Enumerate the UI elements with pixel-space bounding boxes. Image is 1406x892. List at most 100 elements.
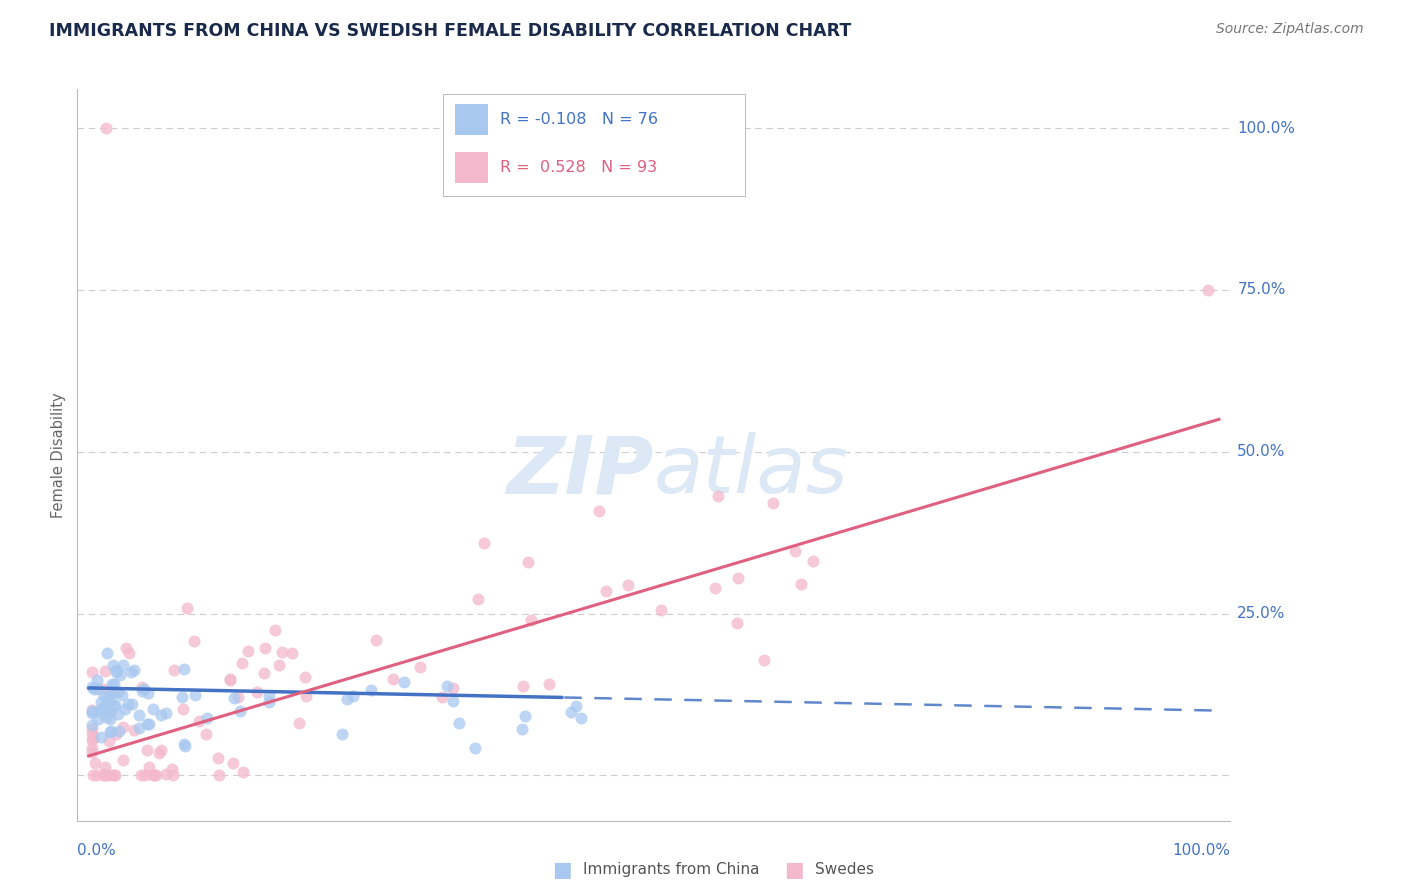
Point [138,717,160,731]
Point [120,665,142,679]
Point [98,725,121,739]
Point [131,680,153,694]
Point [90,730,112,744]
Point [111,753,134,767]
Text: IMMIGRANTS FROM CHINA VS SWEDISH FEMALE DISABILITY CORRELATION CHART: IMMIGRANTS FROM CHINA VS SWEDISH FEMALE … [49,22,852,40]
Point [82,768,104,782]
Point [409,660,432,674]
Y-axis label: Female Disability: Female Disability [51,392,66,517]
Point [650,603,672,617]
Text: 25.0%: 25.0% [1237,606,1285,621]
Point [100,768,122,782]
Point [707,489,730,503]
Point [449,716,471,731]
Point [436,680,458,694]
Point [98,704,121,718]
Point [108,667,131,681]
Point [134,768,156,782]
Point [195,710,218,724]
Point [80,727,103,741]
Text: atlas: atlas [654,432,849,510]
Point [107,684,129,698]
Point [187,714,209,729]
Point [430,690,453,705]
Point [80,681,103,695]
Point [257,695,280,709]
Point [226,690,249,704]
Point [117,697,139,711]
Point [80,722,103,736]
Point [512,679,534,693]
Point [132,681,155,696]
Text: R = -0.108   N = 76: R = -0.108 N = 76 [501,112,658,127]
Point [97,734,120,748]
Point [246,684,269,698]
Point [754,652,776,666]
Point [94,710,117,724]
Point [520,613,543,627]
Point [118,646,141,660]
Point [103,677,125,691]
Point [330,727,353,741]
Point [221,756,243,770]
Point [253,640,276,655]
Point [263,623,285,637]
Point [100,706,122,720]
Point [516,555,538,569]
Point [93,768,115,782]
Point [136,686,159,700]
Point [128,707,150,722]
Point [93,700,115,714]
Point [762,496,785,510]
Point [105,663,128,677]
Point [472,535,495,549]
Point [107,706,129,721]
Point [83,681,105,696]
Point [155,767,177,781]
Point [183,688,205,702]
Point [96,768,118,782]
Point [224,690,246,705]
Point [173,663,195,677]
Text: 75.0%: 75.0% [1237,283,1285,297]
Point [801,554,824,568]
Point [105,665,128,679]
Point [97,690,120,704]
Point [101,658,124,673]
Text: ■: ■ [785,860,804,880]
Point [173,738,195,752]
Text: 50.0%: 50.0% [1237,444,1285,459]
Point [86,768,108,782]
Point [145,768,167,782]
Point [94,121,117,136]
Point [515,709,537,723]
Text: ■: ■ [553,860,572,880]
Point [218,672,240,686]
Point [96,693,118,707]
Point [87,704,110,718]
Point [785,544,807,558]
Point [464,741,486,756]
Point [80,741,103,756]
Point [149,743,172,757]
Point [294,670,316,684]
Point [135,743,157,757]
Point [149,707,172,722]
Point [173,739,195,753]
Point [122,663,145,677]
Point [138,760,160,774]
Point [100,724,122,739]
Point [91,681,114,696]
Point [142,768,165,782]
Point [281,646,304,660]
Point [253,666,276,681]
Point [288,715,311,730]
Point [135,716,157,731]
Point [111,688,134,702]
Point [172,690,194,705]
Point [537,677,560,691]
Point [112,720,135,734]
Text: R =  0.528   N = 93: R = 0.528 N = 93 [501,160,658,175]
Point [703,581,725,595]
Point [96,646,118,660]
